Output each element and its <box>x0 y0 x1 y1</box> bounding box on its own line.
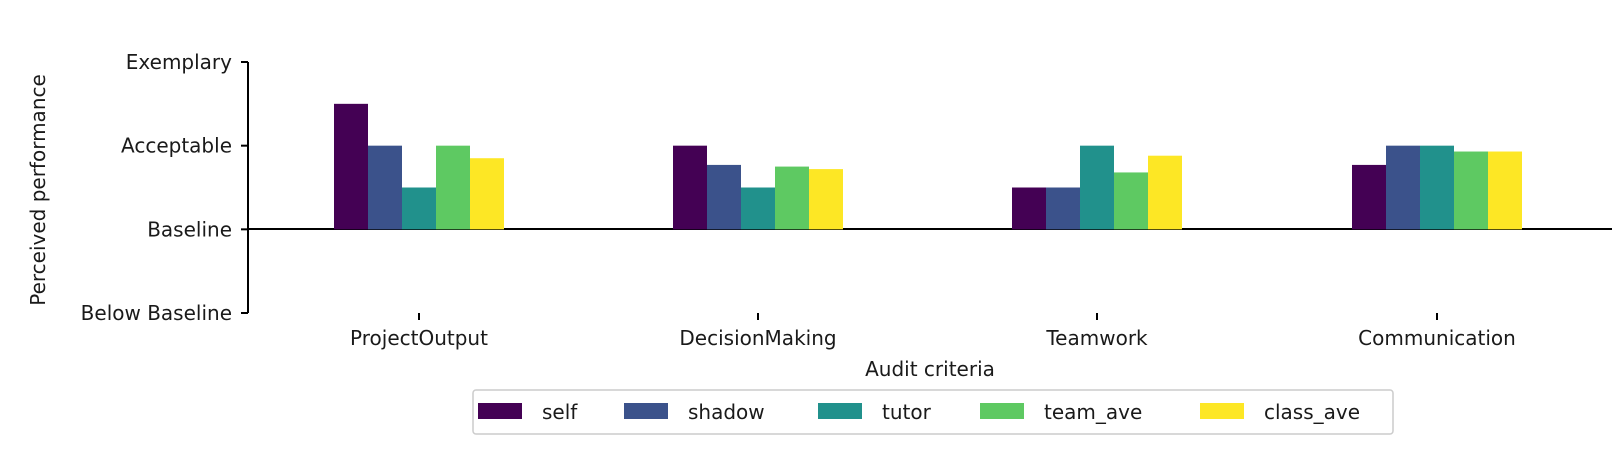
x-tick-label: Teamwork <box>1045 326 1148 350</box>
bar-tutor-Teamwork <box>1080 145 1114 230</box>
bar-shadow-ProjectOutput <box>368 145 402 230</box>
y-tick-label: Baseline <box>147 217 232 241</box>
legend-label-shadow: shadow <box>688 400 765 424</box>
x-tick-label: DecisionMaking <box>679 326 836 350</box>
legend-frame <box>472 389 1394 435</box>
bar-shadow-DecisionMaking <box>707 164 741 230</box>
legend-label-class_ave: class_ave <box>1264 400 1360 424</box>
bar-class_ave-Communication <box>1488 151 1522 230</box>
y-tick-label: Below Baseline <box>81 301 232 325</box>
legend-swatch-self <box>478 403 522 419</box>
bars <box>334 103 1522 230</box>
legend-swatch-tutor <box>818 403 862 419</box>
bar-shadow-Communication <box>1386 145 1420 230</box>
legend-swatch-shadow <box>624 403 668 419</box>
bar-team_ave-DecisionMaking <box>775 166 809 230</box>
x-ticks: ProjectOutput DecisionMaking Teamwork Commu… <box>350 313 1516 350</box>
bar-team_ave-Communication <box>1454 151 1488 230</box>
legend-swatch-team_ave <box>980 403 1024 419</box>
y-tick-label: Exemplary <box>126 50 232 74</box>
legend: self shadow tutor team_ave class_ave <box>472 389 1394 435</box>
legend-label-tutor: tutor <box>882 400 932 424</box>
bar-team_ave-Teamwork <box>1114 172 1148 230</box>
bar-self-Teamwork <box>1012 187 1046 230</box>
bar-tutor-Communication <box>1420 145 1454 230</box>
x-axis-title: Audit criteria <box>865 357 995 381</box>
legend-label-team_ave: team_ave <box>1044 400 1142 424</box>
bar-class_ave-Teamwork <box>1148 155 1182 230</box>
y-ticks: Below Baseline Baseline Acceptable Exemplar… <box>81 50 248 325</box>
x-tick-label: ProjectOutput <box>350 326 488 350</box>
bar-tutor-DecisionMaking <box>741 187 775 230</box>
y-tick-label: Acceptable <box>121 134 232 158</box>
legend-label-self: self <box>542 400 578 424</box>
bar-tutor-ProjectOutput <box>402 187 436 230</box>
bar-self-ProjectOutput <box>334 103 368 230</box>
x-tick-label: Communication <box>1358 326 1516 350</box>
bar-self-Communication <box>1352 164 1386 230</box>
bar-team_ave-ProjectOutput <box>436 145 470 230</box>
bar-class_ave-ProjectOutput <box>470 158 504 230</box>
bar-class_ave-DecisionMaking <box>809 169 843 230</box>
bar-shadow-Teamwork <box>1046 187 1080 230</box>
bar-self-DecisionMaking <box>673 145 707 230</box>
y-axis-title: Perceived performance <box>26 74 50 306</box>
legend-swatch-class_ave <box>1200 403 1244 419</box>
